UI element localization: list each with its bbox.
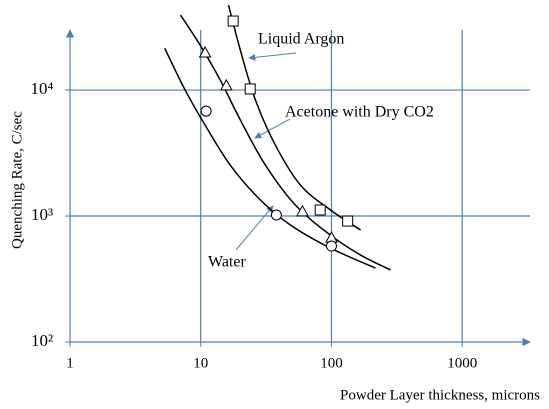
x-tick-label: 10 [193,355,208,371]
marker [296,204,309,217]
x-tick-label: 1 [66,355,74,371]
marker [325,240,337,252]
y-tick-label: 10⁴ [31,79,54,98]
annotation: Water [208,254,246,271]
x-axis-label: Powder Layer thickness, microns [340,387,540,403]
series-line [179,14,391,271]
marker [220,78,233,91]
annotation: Liquid Argon [258,31,344,48]
annotation: Acetone with Dry CO2 [285,104,434,121]
annotation-arrow [235,205,274,251]
annotation-arrow [254,118,291,139]
marker [198,45,212,58]
marker [270,209,282,221]
series-line [164,47,376,269]
marker [314,204,326,216]
y-axis-label: Quenching Rate, C/sec [9,111,25,249]
marker [342,215,354,227]
y-tick-label: 10³ [31,205,53,224]
series-line [227,4,362,231]
x-tick-label: 100 [320,355,343,371]
marker [244,83,256,95]
x-tick-label: 1000 [447,355,477,371]
marker [200,105,212,117]
annotation-arrow [248,52,297,61]
y-tick-label: 10² [31,331,53,350]
marker [227,15,239,27]
